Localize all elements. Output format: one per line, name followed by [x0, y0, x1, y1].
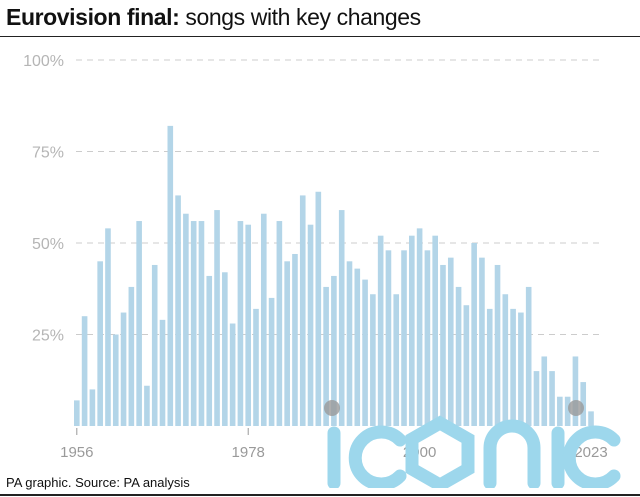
bar-1988 — [323, 286, 329, 426]
bar-1958 — [89, 389, 96, 426]
bar-1965 — [144, 385, 150, 426]
bar-1966 — [151, 264, 158, 426]
bar-1983 — [284, 261, 290, 426]
bar-1957 — [81, 316, 88, 426]
x-tick-label: 1978 — [232, 444, 265, 461]
bar-1981 — [268, 297, 275, 426]
bar-1976 — [229, 323, 236, 426]
bar-1991 — [346, 261, 353, 426]
bar-2013 — [518, 312, 524, 426]
bar-1985 — [299, 195, 306, 426]
bar-2004 — [447, 257, 454, 426]
bar-1989 — [331, 275, 337, 426]
bar-1998 — [401, 250, 407, 426]
bar-1995 — [377, 235, 384, 426]
bar-1956 — [74, 400, 80, 426]
bar-1990 — [338, 210, 345, 426]
iconic-watermark-logo — [324, 400, 621, 488]
bar-1960 — [105, 228, 111, 426]
x-tick-label: 2023 — [574, 444, 607, 461]
source-note: PA graphic. Source: PA analysis — [6, 475, 190, 490]
bar-1961 — [112, 334, 119, 426]
bar-2017 — [549, 371, 555, 426]
bar-2005 — [455, 286, 462, 426]
bar-1984 — [292, 253, 298, 426]
bar-2019 — [564, 396, 571, 426]
bar-1967 — [159, 319, 166, 426]
bar-2001 — [424, 250, 431, 426]
bar-1997 — [393, 294, 400, 426]
bar-2010 — [494, 264, 501, 426]
bar-1972 — [198, 221, 205, 426]
bar-1982 — [276, 221, 283, 426]
bar-2018 — [557, 396, 563, 426]
bar-2009 — [486, 308, 493, 426]
bar-1968 — [167, 125, 174, 426]
bars — [74, 125, 594, 426]
bar-2002 — [432, 235, 438, 426]
bar-2006 — [463, 305, 470, 426]
y-tick-label: 100% — [23, 53, 64, 70]
bar-1974 — [214, 210, 220, 426]
y-tick-label: 50% — [32, 236, 64, 253]
chart-title-rest: songs with key changes — [179, 4, 421, 30]
bar-2000 — [416, 228, 423, 426]
x-tick-label: 1956 — [60, 444, 93, 461]
bar-1992 — [354, 268, 361, 426]
bar-1970 — [183, 213, 189, 426]
bar-1996 — [385, 250, 392, 426]
chart-title-bold: Eurovision final: — [6, 4, 180, 30]
bar-2014 — [525, 286, 532, 426]
bar-1964 — [136, 221, 142, 426]
bar-2023 — [588, 411, 594, 426]
bar-2011 — [502, 294, 509, 426]
bar-1986 — [307, 224, 314, 426]
bar-1987 — [315, 191, 322, 426]
bar-1973 — [206, 275, 213, 426]
chart-title: Eurovision final: songs with key changes — [6, 4, 421, 31]
x-axis-ticks: 1956 1978 2000 2023 — [60, 428, 608, 461]
top-rule — [0, 36, 640, 37]
bar-1963 — [128, 286, 135, 426]
bar-2022 — [580, 382, 587, 426]
bar-2008 — [479, 257, 485, 426]
bar-1975 — [222, 272, 228, 426]
bar-1962 — [120, 312, 127, 426]
bar-1979 — [253, 308, 259, 426]
bar-1993 — [362, 279, 368, 426]
bar-1969 — [175, 195, 181, 426]
bar-1959 — [97, 261, 103, 426]
bar-1971 — [190, 221, 197, 426]
bar-2016 — [541, 356, 548, 426]
bar-1994 — [370, 294, 376, 426]
bar-1999 — [409, 235, 415, 426]
bar-1977 — [237, 221, 244, 426]
bar-1980 — [260, 213, 267, 426]
y-tick-label: 25% — [32, 328, 64, 345]
bottom-rule — [0, 494, 640, 496]
y-axis-ticks: 25% 50% 75% 100% — [23, 53, 64, 345]
bar-2021 — [572, 356, 579, 426]
y-tick-label: 75% — [32, 145, 64, 162]
bar-2012 — [510, 308, 516, 426]
bar-2015 — [533, 371, 540, 426]
bar-2003 — [440, 264, 446, 426]
bar-2007 — [471, 243, 477, 426]
bar-1978 — [245, 224, 252, 426]
